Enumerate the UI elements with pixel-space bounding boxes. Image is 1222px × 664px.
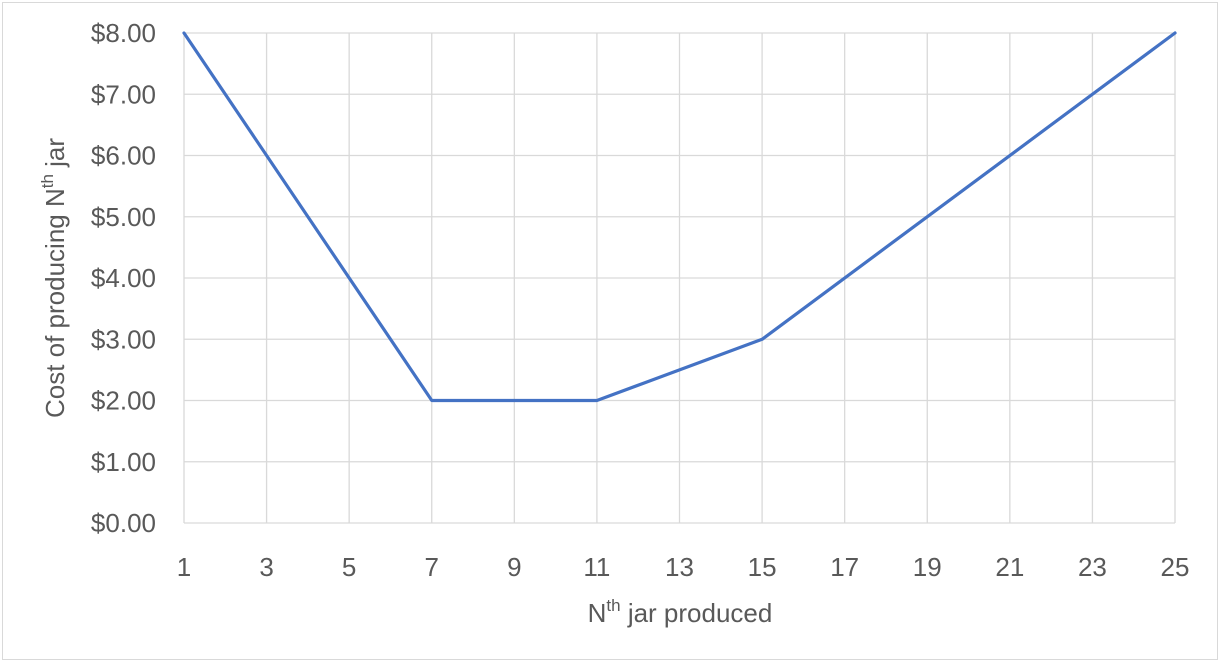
series-line	[182, 31, 1177, 403]
gridlines	[183, 32, 1176, 524]
x-tick-labels: 1 3 5 7 9 11 13 15 17 19 21 23 25	[177, 552, 1190, 582]
x-tick-label: 9	[507, 552, 521, 582]
y-tick-label: $4.00	[91, 263, 156, 293]
y-tick-label: $7.00	[91, 79, 156, 109]
y-tick-label: $8.00	[91, 18, 156, 48]
x-tick-label: 23	[1078, 552, 1107, 582]
x-tick-label: 5	[342, 552, 356, 582]
x-tick-label: 19	[913, 552, 942, 582]
x-tick-label: 17	[830, 552, 859, 582]
x-tick-label: 3	[259, 552, 273, 582]
x-tick-label: 13	[665, 552, 694, 582]
y-tick-labels: $0.00 $1.00 $2.00 $3.00 $4.00 $5.00 $6.00 $7.00…	[91, 18, 156, 538]
x-tick-label: 1	[177, 552, 191, 582]
x-axis-title: Nth jar produced	[588, 596, 773, 628]
y-tick-label: $5.00	[91, 202, 156, 232]
y-axis-title: Cost of producing Nth jar	[38, 138, 70, 418]
y-tick-label: $2.00	[91, 386, 156, 416]
x-tick-label: 25	[1161, 552, 1190, 582]
y-tick-label: $0.00	[91, 508, 156, 538]
x-tick-label: 11	[583, 552, 610, 582]
y-tick-label: $1.00	[91, 447, 156, 477]
series-group	[182, 31, 1177, 403]
y-tick-label: $6.00	[91, 141, 156, 171]
y-tick-label: $3.00	[91, 324, 156, 354]
x-tick-label: 15	[748, 552, 777, 582]
x-tick-label: 7	[425, 552, 439, 582]
x-tick-label: 21	[995, 552, 1024, 582]
